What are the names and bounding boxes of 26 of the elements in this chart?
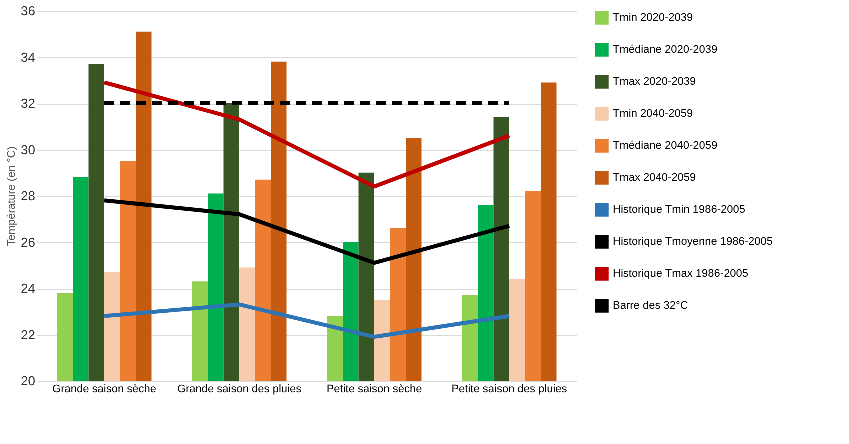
line-series <box>102 198 512 266</box>
x-tick-label: Grande saison sèche <box>52 384 156 396</box>
x-tick-label: Petite saison sèche <box>326 384 422 396</box>
y-axis-title: Température (en °C) <box>6 146 18 246</box>
y-tick-label: 26 <box>21 234 36 250</box>
y-tick-label: 32 <box>21 96 36 111</box>
y-tick-label: 34 <box>21 50 36 65</box>
legend-label: Tmax 2040-2059 <box>613 172 696 184</box>
legend-label: Historique Tmin 1986-2005 <box>613 204 746 216</box>
y-tick-label: 22 <box>21 327 36 342</box>
legend-label: Tmédiane 2040-2059 <box>613 140 718 152</box>
y-tick-label: 28 <box>21 188 36 204</box>
x-tick-label: Petite saison des pluies <box>452 384 568 396</box>
line-series <box>102 80 512 189</box>
y-tick-label: 30 <box>21 142 36 158</box>
legend-label: Barre des 32°C <box>613 300 688 312</box>
legend-label: Tmédiane 2020-2039 <box>613 44 718 56</box>
legend-label: Tmin 2040-2059 <box>613 108 694 120</box>
legend-label: Historique Tmax 1986-2005 <box>613 268 749 280</box>
y-tick-label: 20 <box>21 374 36 388</box>
legend-label: Tmax 2020-2039 <box>613 76 696 88</box>
x-tick-label: Grande saison des pluies <box>177 384 302 396</box>
y-tick-label: 24 <box>21 281 36 296</box>
legend-label: Tmin 2020-2039 <box>613 12 694 24</box>
legend-label: Historique Tmoyenne 1986-2005 <box>613 236 774 248</box>
y-tick-label: 36 <box>21 4 36 18</box>
